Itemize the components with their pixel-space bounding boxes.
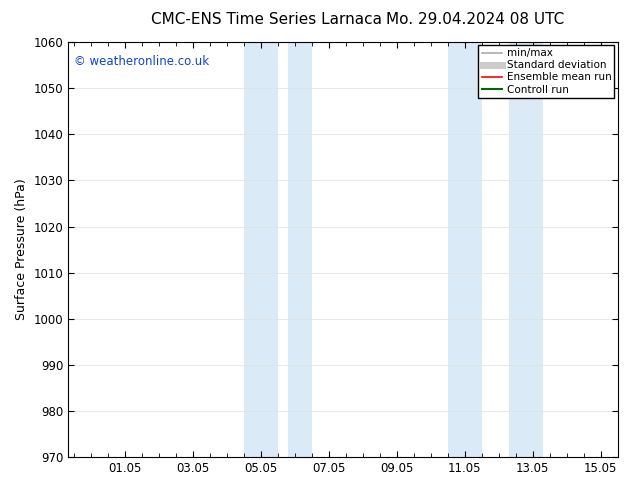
Text: CMC-ENS Time Series Larnaca: CMC-ENS Time Series Larnaca [151,12,382,27]
Bar [448,42,482,457]
Text: © weatheronline.co.uk: © weatheronline.co.uk [74,54,209,68]
Bar [288,42,312,457]
Bar [508,42,543,457]
Legend: min/max, Standard deviation, Ensemble mean run, Controll run: min/max, Standard deviation, Ensemble me… [479,45,614,98]
Bar [243,42,278,457]
Text: Mo. 29.04.2024 08 UTC: Mo. 29.04.2024 08 UTC [386,12,565,27]
Y-axis label: Surface Pressure (hPa): Surface Pressure (hPa) [15,179,28,320]
